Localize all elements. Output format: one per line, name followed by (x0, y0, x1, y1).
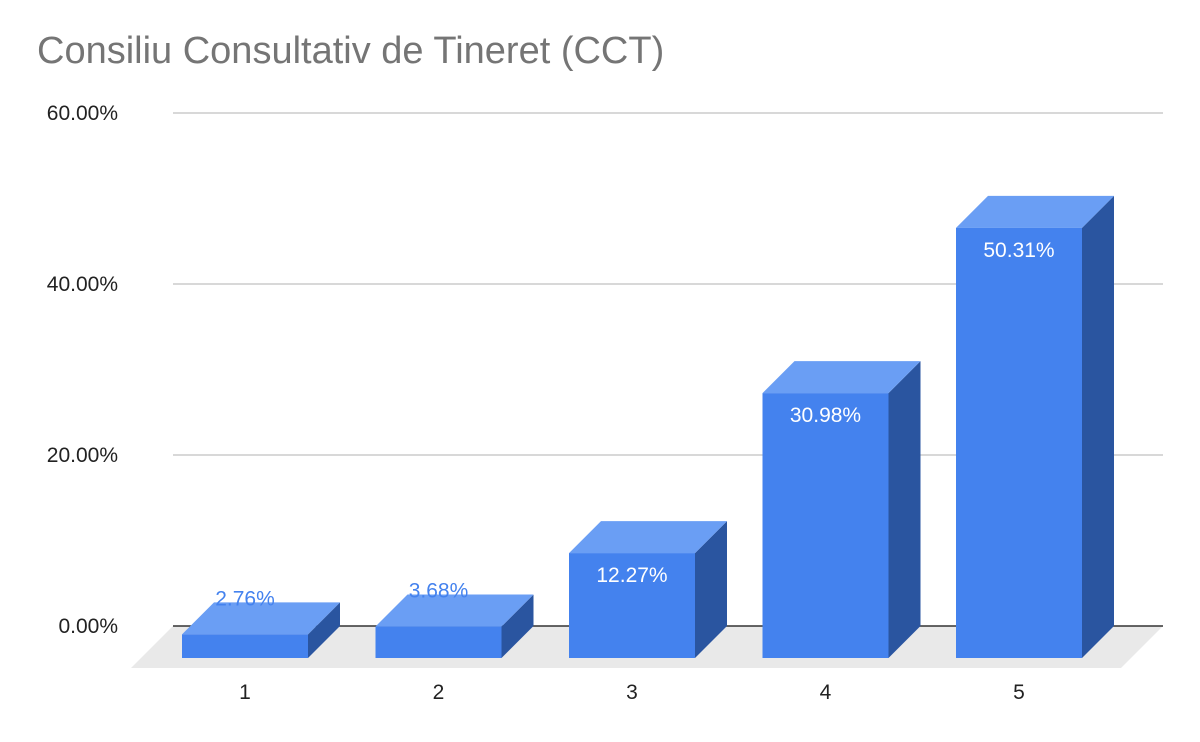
bars (182, 195, 1114, 659)
bar-2 (375, 594, 534, 658)
bar-front (375, 626, 502, 658)
y-tick-label: 20.00% (47, 444, 118, 467)
labels: 0.00% 20.00% 40.00% 60.00% 2.76% 1 3.68% 2 12.27… (47, 102, 1055, 704)
bar-side (501, 594, 534, 658)
x-tick-label: 5 (1013, 681, 1025, 704)
bar-1 (182, 602, 340, 658)
bar-front (762, 393, 889, 658)
bar-side (1082, 195, 1114, 659)
x-tick-label: 4 (820, 681, 832, 704)
chart-title: Consiliu Consultativ de Tineret (CCT) (37, 30, 665, 72)
bar-top (182, 602, 340, 635)
data-label: 2.76% (215, 587, 275, 610)
bar-3 (569, 521, 727, 658)
bar-front (569, 553, 695, 658)
bar-front (182, 634, 308, 658)
bar-side (308, 602, 340, 658)
data-label: 30.98% (790, 404, 861, 427)
data-label: 12.27% (596, 564, 667, 587)
y-tick-label: 60.00% (47, 102, 118, 125)
bar-side (888, 361, 921, 658)
data-label: 3.68% (409, 580, 469, 603)
x-tick-label: 3 (626, 681, 638, 704)
bar-top (762, 361, 921, 394)
bar-side (695, 521, 727, 658)
y-tick-label: 0.00% (58, 615, 118, 638)
bar-5 (956, 195, 1114, 659)
bar-front (956, 227, 1082, 659)
x-tick-label: 1 (239, 681, 251, 704)
x-tick-label: 2 (433, 681, 445, 704)
data-label: 50.31% (983, 239, 1054, 262)
bar-top (569, 521, 727, 554)
bar-top (956, 195, 1114, 228)
y-tick-label: 40.00% (47, 273, 118, 296)
bar-4 (762, 361, 921, 658)
bar-top (375, 594, 534, 627)
